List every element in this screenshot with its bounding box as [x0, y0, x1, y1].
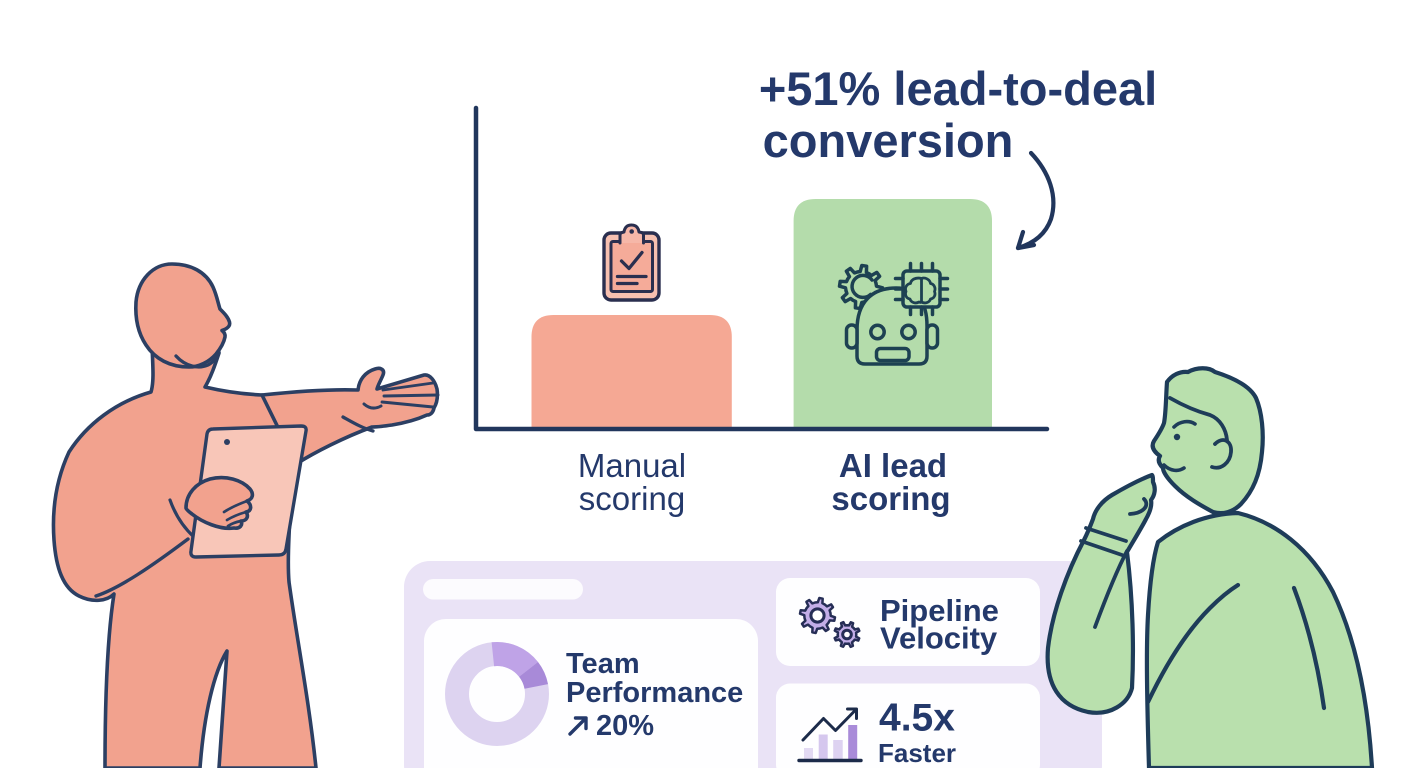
svg-text:4.5x: 4.5x — [879, 697, 955, 740]
svg-text:Faster: Faster — [878, 738, 956, 768]
svg-text:20%: 20% — [596, 710, 654, 742]
svg-text:Manual: Manual — [578, 447, 686, 484]
svg-text:Performance: Performance — [566, 677, 743, 709]
svg-text:+51% lead-to-deal: +51% lead-to-deal — [759, 62, 1157, 115]
svg-text:Velocity: Velocity — [880, 621, 998, 656]
svg-text:Team: Team — [566, 648, 640, 680]
svg-text:conversion: conversion — [763, 114, 1014, 167]
svg-text:AI lead: AI lead — [839, 447, 947, 484]
svg-text:scoring: scoring — [831, 480, 950, 517]
svg-text:scoring: scoring — [579, 480, 685, 517]
svg-text:Pipeline: Pipeline — [880, 593, 999, 628]
